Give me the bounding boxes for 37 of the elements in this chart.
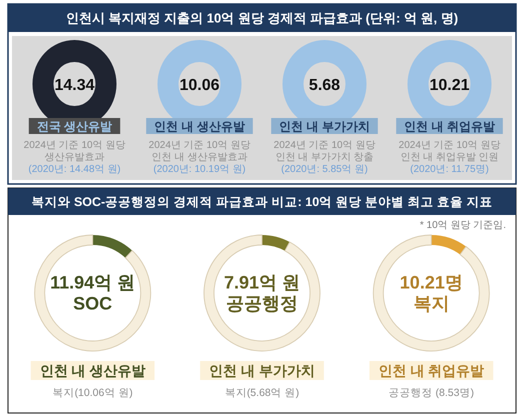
text: * 10억 원당 기준임.: [420, 220, 506, 231]
text: (2020년: 11.75명): [410, 164, 489, 175]
category-label: 전국 생산유발: [36, 120, 112, 134]
data-label: 5.68: [308, 77, 340, 94]
text: 2024년 기준 10억 원당 생산유발효과: [24, 140, 126, 163]
text: 2024년 기준 10억 원당 인천 내 부가가치 창출: [274, 140, 376, 163]
data-label: 7.91억 원: [224, 272, 300, 292]
category-label: 인천 내 취업유발: [404, 120, 495, 134]
text: 공공행정 (8.53명): [388, 387, 474, 399]
data-label: 10.21명: [400, 272, 463, 292]
donut-slice: [372, 234, 490, 352]
category-label: 인천 내 부가가치: [279, 120, 370, 134]
text: 인천시 복지재정 지출의 10억 원당 경제적 파급효과 (단위: 억 원, 명): [66, 10, 458, 26]
slice-label: 공공행정: [226, 294, 298, 314]
text: 인천 내 취업유발: [378, 362, 484, 378]
text: (2020년: 14.48억 원): [28, 164, 121, 175]
donut-slice: [262, 235, 290, 251]
text: 인천 내 생산유발: [40, 362, 146, 378]
donut-slice: [34, 234, 152, 352]
data-label: 14.34: [54, 77, 95, 94]
text: 복지와 SOC-공공행정의 경제적 파급효과 비교: 10억 원당 분야별 최고 효율 지표: [31, 195, 493, 209]
slice-label: 복지: [413, 294, 450, 314]
text: 복지(10.06억 원): [52, 387, 133, 399]
text: (2020년: 10.19억 원): [153, 164, 246, 175]
donut-slice: [204, 234, 320, 352]
category-label: 인천 내 생산유발: [154, 120, 245, 134]
text: 2024년 기준 10억 원당 인천 내 취업유발 인원: [398, 140, 500, 163]
text: 인천 내 부가가치: [209, 362, 315, 378]
text: (2020년: 5.85억 원): [281, 164, 368, 175]
slice-label: SOC: [73, 294, 112, 314]
text: 복지(5.68억 원): [224, 387, 300, 399]
data-label: 11.94억 원: [50, 272, 136, 292]
data-label: 10.21: [429, 77, 470, 94]
donut-slice: [92, 235, 132, 258]
text: 2024년 기준 10억 원당 인천 내 생산유발효과: [148, 140, 250, 163]
donut-slice: [431, 235, 466, 255]
data-label: 10.06: [179, 77, 220, 94]
